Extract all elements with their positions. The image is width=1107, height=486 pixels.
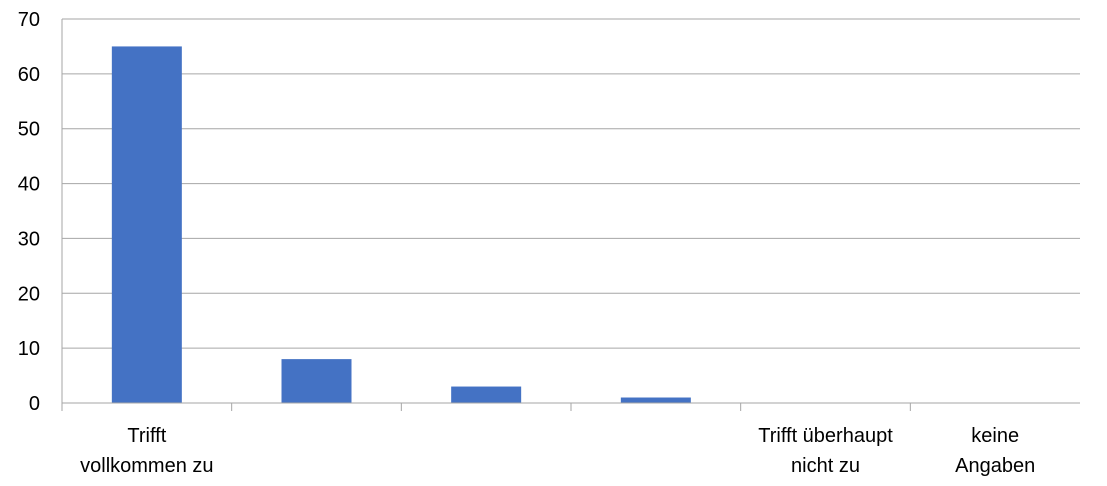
y-tick-label: 20: [18, 283, 40, 305]
bars: [111, 46, 691, 404]
y-tick-label: 60: [18, 64, 40, 86]
bar: [111, 46, 182, 404]
y-tick-label: 70: [18, 9, 40, 31]
y-axis-tick-labels: 0 10 20 30 40 50 60 70: [18, 9, 40, 415]
gridlines: [62, 18, 1080, 349]
y-tick-label: 0: [29, 393, 40, 415]
x-category-label: vollkommen zu: [80, 455, 213, 477]
y-tick-label: 50: [18, 119, 40, 141]
x-category-label: nicht zu: [791, 455, 860, 477]
x-category-label: Angaben: [955, 455, 1035, 477]
bar: [620, 397, 691, 403]
y-tick-label: 30: [18, 228, 40, 250]
x-category-label: Trifft: [127, 425, 166, 447]
x-category-label: Trifft überhaupt: [758, 425, 893, 447]
x-axis-category-labels: Trifft vollkommen zu Trifft überhaupt nicht…: [80, 425, 1035, 477]
y-tick-label: 40: [18, 174, 40, 196]
bar: [451, 386, 522, 403]
x-category-label: keine: [971, 425, 1019, 447]
bar: [281, 359, 352, 403]
x-axis: [61, 19, 1080, 411]
y-tick-label: 10: [18, 338, 40, 360]
